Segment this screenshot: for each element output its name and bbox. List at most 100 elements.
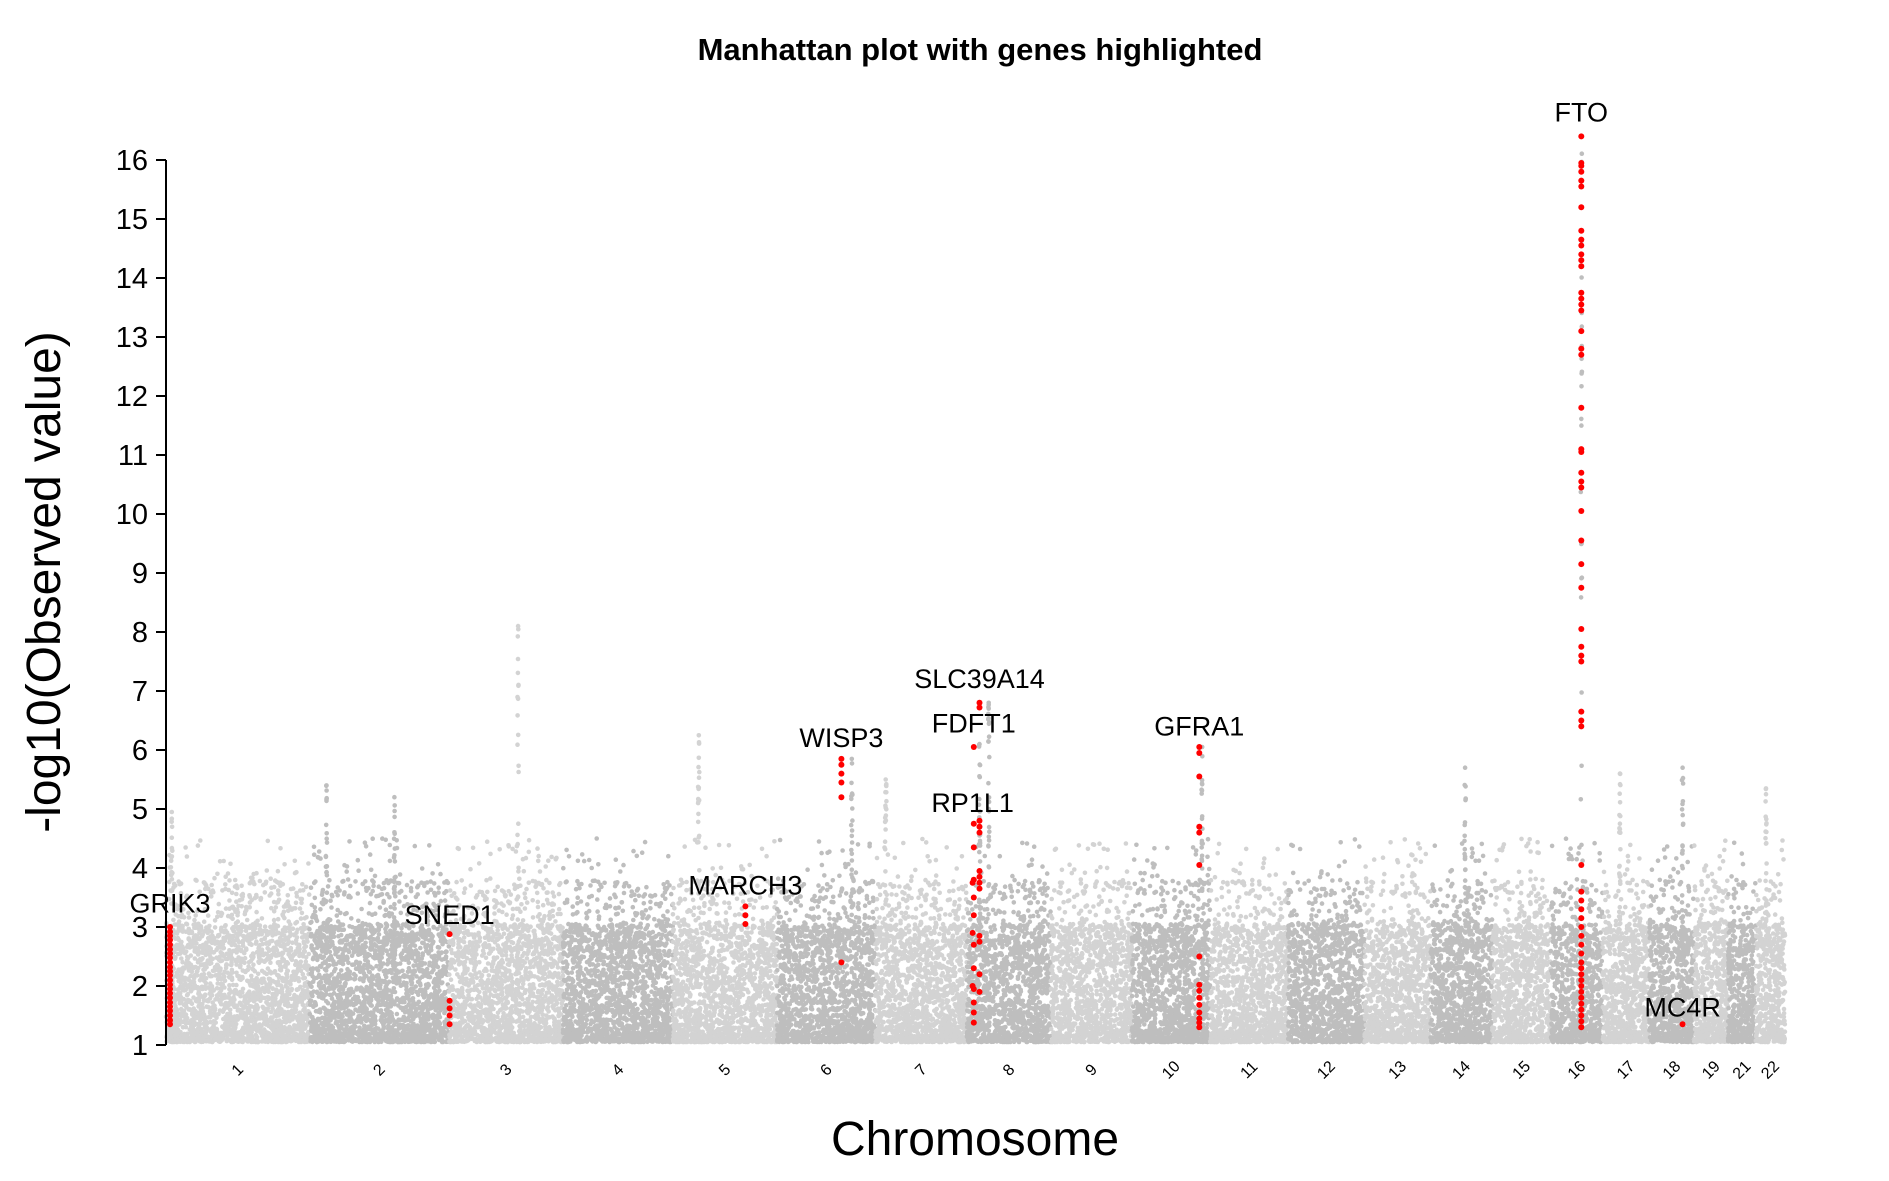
- snp-point: [541, 903, 546, 908]
- snp-point: [220, 1036, 225, 1041]
- snp-point: [273, 1009, 278, 1014]
- snp-point: [435, 1035, 440, 1040]
- snp-point: [330, 940, 335, 945]
- snp-point: [241, 1035, 246, 1040]
- snp-point: [401, 1008, 406, 1013]
- snp-point: [485, 839, 490, 844]
- snp-point: [276, 869, 281, 874]
- snp-point: [221, 1009, 226, 1014]
- snp-point: [402, 973, 407, 978]
- snp-point: [287, 953, 292, 958]
- snp-point: [202, 1012, 207, 1017]
- snp-point: [178, 882, 183, 887]
- snp-point: [376, 985, 381, 990]
- snp-point: [282, 958, 287, 963]
- snp-point: [536, 900, 541, 905]
- snp-point: [340, 1021, 345, 1026]
- snp-point: [376, 975, 381, 980]
- snp-point: [169, 855, 174, 860]
- snp-point: [318, 1034, 323, 1039]
- snp-point: [274, 923, 279, 928]
- snp-point: [185, 1038, 190, 1043]
- snp-point: [175, 1023, 180, 1028]
- snp-point: [531, 915, 536, 920]
- snp-point: [332, 1002, 337, 1007]
- snp-point: [225, 1036, 230, 1041]
- snp-point: [384, 982, 389, 987]
- snp-point: [209, 1034, 214, 1039]
- snp-point: [444, 879, 449, 884]
- snp-point: [175, 1039, 180, 1044]
- snp-point: [274, 1018, 279, 1023]
- snp-point: [220, 888, 225, 893]
- snp-point: [312, 845, 317, 850]
- snp-point: [527, 850, 532, 855]
- snp-point: [314, 1030, 319, 1035]
- snp-point: [219, 940, 224, 945]
- snp-point: [286, 926, 291, 931]
- snp-point: [242, 1031, 247, 1036]
- snp-point: [448, 888, 453, 893]
- snp-point: [204, 1025, 209, 1030]
- snp-point: [244, 925, 249, 930]
- snp-point: [239, 1011, 244, 1016]
- snp-point: [313, 909, 318, 914]
- snp-point: [247, 979, 252, 984]
- snp-point: [421, 935, 426, 940]
- snp-point: [363, 941, 368, 946]
- snp-point: [340, 1036, 345, 1041]
- snp-point: [243, 912, 248, 917]
- snp-point: [176, 1030, 181, 1035]
- snp-point: [392, 809, 397, 814]
- snp-point: [437, 956, 442, 961]
- snp-point: [378, 994, 383, 999]
- snp-point: [213, 925, 218, 930]
- snp-point: [239, 1015, 244, 1020]
- snp-point: [195, 999, 200, 1004]
- snp-point: [257, 955, 262, 960]
- snp-point: [256, 959, 261, 964]
- snp-point: [312, 852, 317, 857]
- snp-point: [364, 1006, 369, 1011]
- snp-point: [192, 918, 197, 923]
- snp-point: [463, 886, 468, 891]
- snp-point: [373, 874, 378, 879]
- snp-point: [322, 1037, 327, 1042]
- snp-point: [244, 1001, 249, 1006]
- snp-point: [177, 947, 182, 952]
- snp-point: [234, 950, 239, 955]
- snp-point: [384, 921, 389, 926]
- snp-point: [427, 963, 432, 968]
- snp-point: [442, 1011, 447, 1016]
- snp-point: [301, 1020, 306, 1025]
- snp-point: [339, 997, 344, 1002]
- snp-point: [372, 956, 377, 961]
- snp-point: [384, 1039, 389, 1044]
- snp-point: [392, 803, 397, 808]
- snp-point: [204, 1034, 209, 1039]
- snp-point: [440, 932, 445, 937]
- snp-point: [361, 1000, 366, 1005]
- snp-point: [382, 881, 387, 886]
- snp-point: [364, 922, 369, 927]
- snp-point: [237, 898, 242, 903]
- snp-point: [192, 1023, 197, 1028]
- snp-point: [192, 973, 197, 978]
- snp-point: [403, 895, 408, 900]
- snp-point: [368, 901, 373, 906]
- snp-point: [371, 884, 376, 889]
- snp-point: [325, 840, 330, 845]
- snp-point: [388, 1020, 393, 1025]
- snp-point: [387, 1026, 392, 1031]
- snp-point: [244, 1038, 249, 1043]
- snp-point: [252, 1018, 257, 1023]
- snp-point: [263, 890, 268, 895]
- snp-point: [365, 966, 370, 971]
- snp-point: [314, 1009, 319, 1014]
- snp-point: [244, 969, 249, 974]
- snp-point: [215, 872, 220, 877]
- snp-point: [276, 1013, 281, 1018]
- snp-point: [373, 948, 378, 953]
- snp-point: [413, 969, 418, 974]
- snp-point: [353, 1007, 358, 1012]
